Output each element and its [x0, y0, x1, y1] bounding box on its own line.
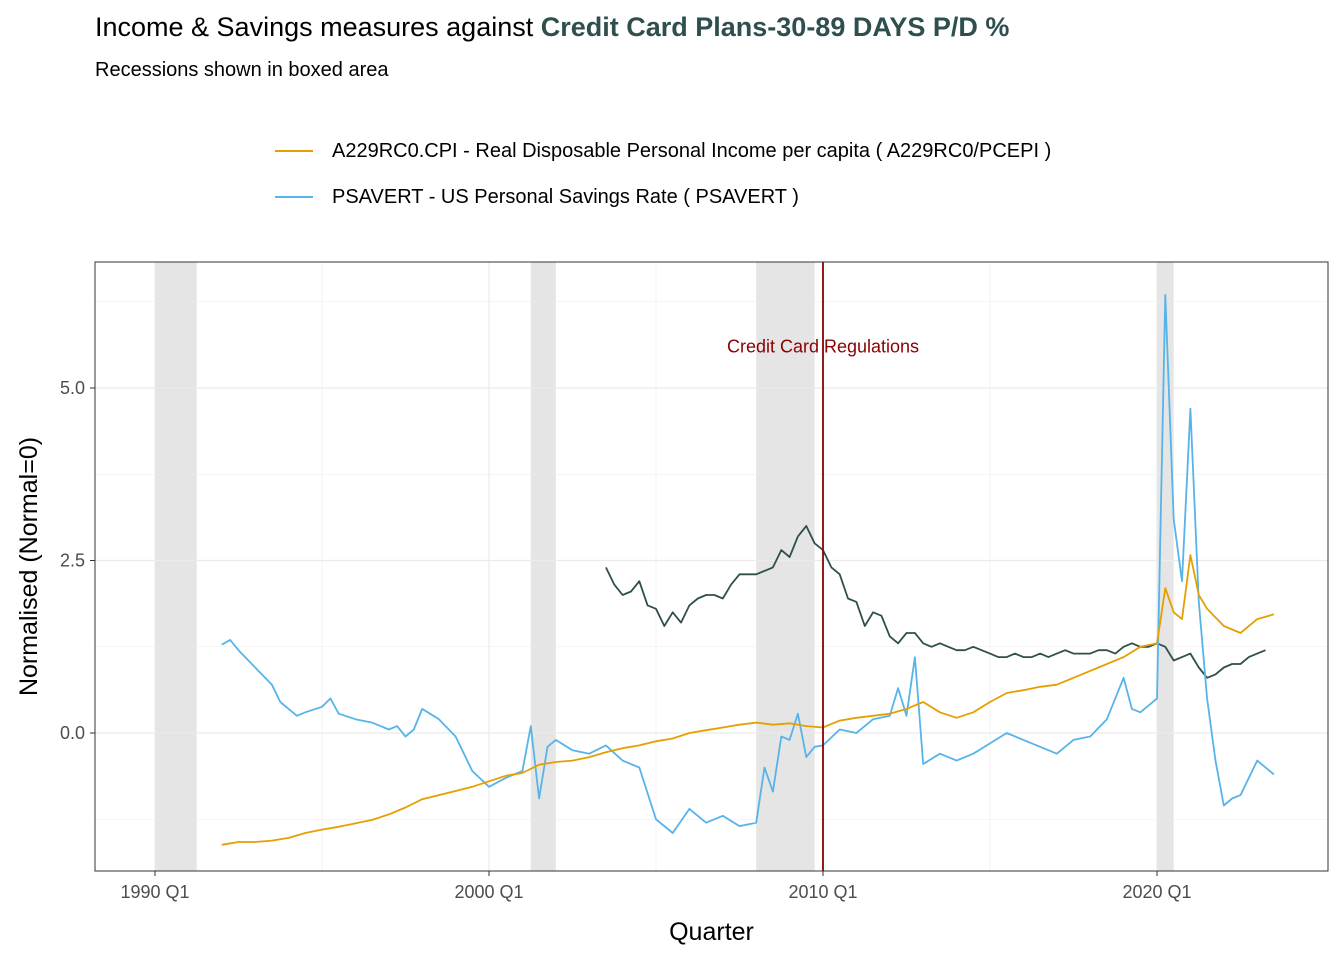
axis-layer: 1990 Q1 2000 Q1 2010 Q1 2020 Q1 0.0 2.5 5.0: [60, 378, 1192, 902]
legend-item-savings: PSAVERT - US Personal Savings Rate ( PSA…: [275, 182, 1051, 212]
series-line-income: [221, 554, 1275, 846]
y-tick-label-0: 0.0: [60, 723, 85, 743]
y-tick-label-1: 2.5: [60, 551, 85, 571]
series-layer: [221, 293, 1275, 846]
x-axis-title: Quarter: [669, 918, 754, 946]
chart-title-prefix: Income & Savings measures against: [95, 12, 541, 42]
legend: A229RC0.CPI - Real Disposable Personal I…: [275, 136, 1051, 228]
legend-item-income: A229RC0.CPI - Real Disposable Personal I…: [275, 136, 1051, 166]
regulation-label: Credit Card Regulations: [727, 337, 919, 357]
x-tick-label-2: 2010 Q1: [788, 882, 857, 902]
legend-label-savings: PSAVERT - US Personal Savings Rate ( PSA…: [332, 185, 799, 208]
x-tick-label-1: 2000 Q1: [454, 882, 523, 902]
series-line-savings: [221, 293, 1275, 834]
x-tick-label-3: 2020 Q1: [1122, 882, 1191, 902]
recession-box-0: [155, 262, 197, 871]
annotation-layer: Credit Card Regulations: [727, 262, 919, 871]
panel-border: [94, 261, 1329, 872]
y-axis-title: Normalised (Normal=0): [15, 437, 43, 696]
x-tick-label-0: 1990 Q1: [120, 882, 189, 902]
chart-title-highlight: Credit Card Plans-30-89 DAYS P/D %: [540, 12, 1010, 42]
legend-key-income: [275, 150, 313, 152]
chart-title: Income & Savings measures against Credit…: [95, 12, 1009, 43]
y-tick-label-2: 5.0: [60, 378, 85, 398]
grid-layer: [95, 262, 1328, 871]
recession-box-1: [530, 262, 556, 871]
recessions-layer: [155, 262, 1174, 871]
legend-label-income: A229RC0.CPI - Real Disposable Personal I…: [332, 139, 1052, 162]
chart-subtitle: Recessions shown in boxed area: [95, 59, 389, 81]
legend-key-savings: [275, 196, 313, 198]
